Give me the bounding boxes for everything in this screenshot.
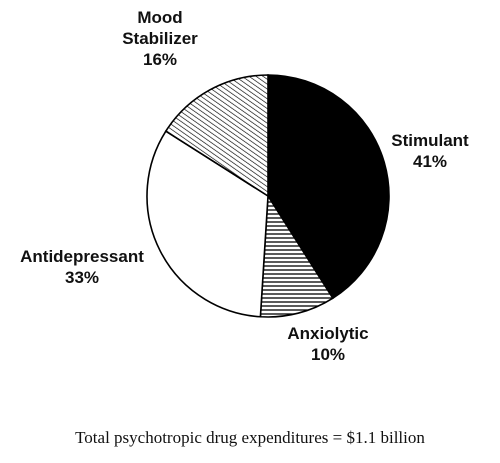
slice-label-stimulant: Stimulant xyxy=(391,131,469,150)
slice-label-mood-stabilizer: Stabilizer xyxy=(122,29,198,48)
chart-footnote: Total psychotropic drug expenditures = $… xyxy=(75,428,425,447)
pie-slice-mood-stabilizer xyxy=(164,74,269,198)
slice-label-anxiolytic: Anxiolytic xyxy=(287,324,368,343)
slice-percent-antidepressant: 33% xyxy=(65,268,99,287)
slice-label-antidepressant: Antidepressant xyxy=(20,247,144,266)
slice-label-mood-stabilizer: Mood xyxy=(137,8,182,27)
slice-percent-stimulant: 41% xyxy=(413,152,447,171)
pie-slice-anxiolytic xyxy=(259,193,334,318)
slice-percent-anxiolytic: 10% xyxy=(311,345,345,364)
pie-labels: Stimulant 41% Anxiolytic 10% Antidepressant 3… xyxy=(20,8,469,364)
slice-percent-mood-stabilizer: 16% xyxy=(143,50,177,69)
pie-slices xyxy=(146,74,390,318)
